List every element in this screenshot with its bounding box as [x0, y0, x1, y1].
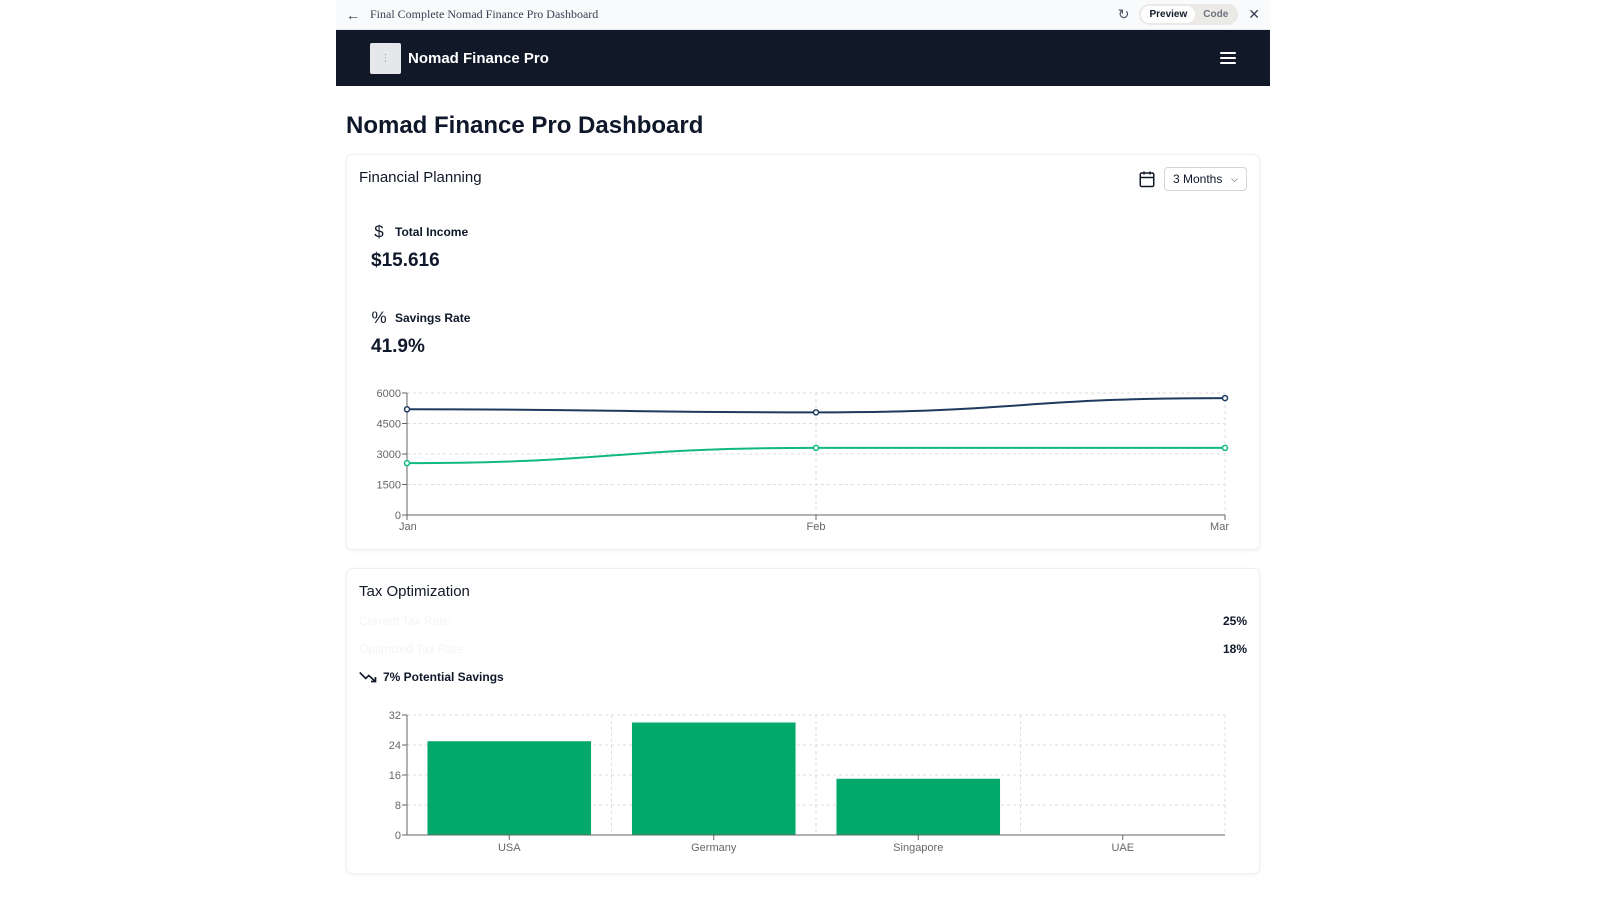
- range-select[interactable]: 3 Months ⌵: [1164, 167, 1247, 191]
- y-tick-label: 8: [395, 800, 401, 812]
- tax-by-country-bar-chart: 0 8 16 24 32 USA Germany Singapore UAE: [389, 710, 1226, 854]
- optimized-tax-value: 18%: [1222, 642, 1247, 656]
- x-tick-label: Singapore: [893, 842, 943, 854]
- data-point: [1221, 444, 1229, 452]
- bar-singapore: [836, 778, 1001, 835]
- y-tick-label: 16: [389, 770, 401, 782]
- x-tick-label: UAE: [1111, 842, 1134, 854]
- app-frame: ← Final Complete Nomad Finance Pro Dashb…: [336, 0, 1270, 900]
- potential-savings: 7% Potential Savings: [359, 670, 1247, 684]
- view-toggle: Preview Code: [1139, 4, 1239, 25]
- brand-name[interactable]: Nomad Finance Pro: [408, 49, 549, 67]
- data-point: [812, 444, 820, 452]
- financial-planning-card: Financial Planning 3 Months ⌵ $ Total In…: [346, 154, 1260, 550]
- preview-tab[interactable]: Preview: [1141, 6, 1196, 23]
- current-tax-label: Current Tax Rate:: [359, 614, 453, 628]
- y-tick-label: 3000: [377, 449, 401, 461]
- percent-icon: %: [371, 308, 387, 327]
- current-tax-value: 25%: [1222, 614, 1247, 628]
- y-tick-label: 4500: [377, 419, 401, 431]
- total-income-metric: $ Total Income $15.616: [371, 222, 1247, 272]
- x-tick-label: Germany: [691, 842, 737, 854]
- refresh-icon[interactable]: ↻: [1117, 6, 1130, 22]
- total-income-value: $15.616: [371, 250, 440, 271]
- bar-usa: [427, 741, 592, 835]
- savings-rate-metric: % Savings Rate 41.9%: [371, 308, 1247, 358]
- x-tick-label: Jan: [399, 521, 417, 533]
- navbar: ⋮ Nomad Finance Pro: [336, 30, 1270, 86]
- hamburger-menu-icon[interactable]: [1220, 52, 1236, 64]
- y-tick-label: 0: [395, 510, 401, 522]
- total-income-label: Total Income: [395, 225, 469, 239]
- range-picker: 3 Months ⌵: [1138, 167, 1247, 191]
- y-tick-label: 1500: [377, 480, 401, 492]
- data-point: [403, 459, 411, 467]
- data-point: [812, 409, 820, 416]
- y-tick-label: 32: [389, 710, 401, 722]
- arrow-left-icon[interactable]: ←: [346, 6, 360, 23]
- data-point: [403, 406, 411, 413]
- dollar-icon: $: [374, 222, 384, 241]
- income-savings-line-chart: 0 1500 3000 4500 6000 Jan Feb Mar: [377, 388, 1230, 533]
- preview-topbar: ← Final Complete Nomad Finance Pro Dashb…: [336, 0, 1270, 30]
- code-tab[interactable]: Code: [1203, 9, 1229, 20]
- logo-placeholder-icon[interactable]: ⋮: [370, 42, 401, 74]
- bar-germany: [631, 722, 796, 835]
- card-title: Tax Optimization: [359, 583, 470, 600]
- data-point: [1221, 394, 1229, 402]
- x-tick-label: Mar: [1210, 521, 1229, 533]
- calendar-icon: [1139, 171, 1155, 188]
- y-tick-label: 6000: [377, 388, 401, 400]
- card-title: Financial Planning: [359, 169, 482, 186]
- current-tax-row: Current Tax Rate: 25%: [359, 614, 1247, 628]
- savings-rate-label: Savings Rate: [395, 311, 471, 325]
- optimized-tax-row: Optimized Tax Rate: 18%: [359, 642, 1247, 656]
- range-value: 3 Months: [1173, 172, 1223, 186]
- y-tick-label: 0: [395, 830, 401, 842]
- x-tick-label: USA: [498, 842, 521, 854]
- savings-rate-value: 41.9%: [371, 336, 425, 357]
- optimized-tax-label: Optimized Tax Rate:: [359, 642, 467, 656]
- close-icon[interactable]: ✕: [1248, 6, 1260, 22]
- x-tick-label: Feb: [807, 521, 826, 533]
- preview-title: Final Complete Nomad Finance Pro Dashboa…: [370, 7, 599, 21]
- y-tick-label: 24: [389, 740, 401, 752]
- chevron-down-icon: ⌵: [1231, 173, 1238, 184]
- tax-optimization-card: Tax Optimization Current Tax Rate: 25% O…: [346, 568, 1260, 874]
- trending-down-icon: [359, 671, 377, 683]
- main-content: Nomad Finance Pro Dashboard Financial Pl…: [336, 112, 1270, 874]
- potential-savings-label: 7% Potential Savings: [383, 670, 504, 684]
- page-title: Nomad Finance Pro Dashboard: [346, 112, 704, 139]
